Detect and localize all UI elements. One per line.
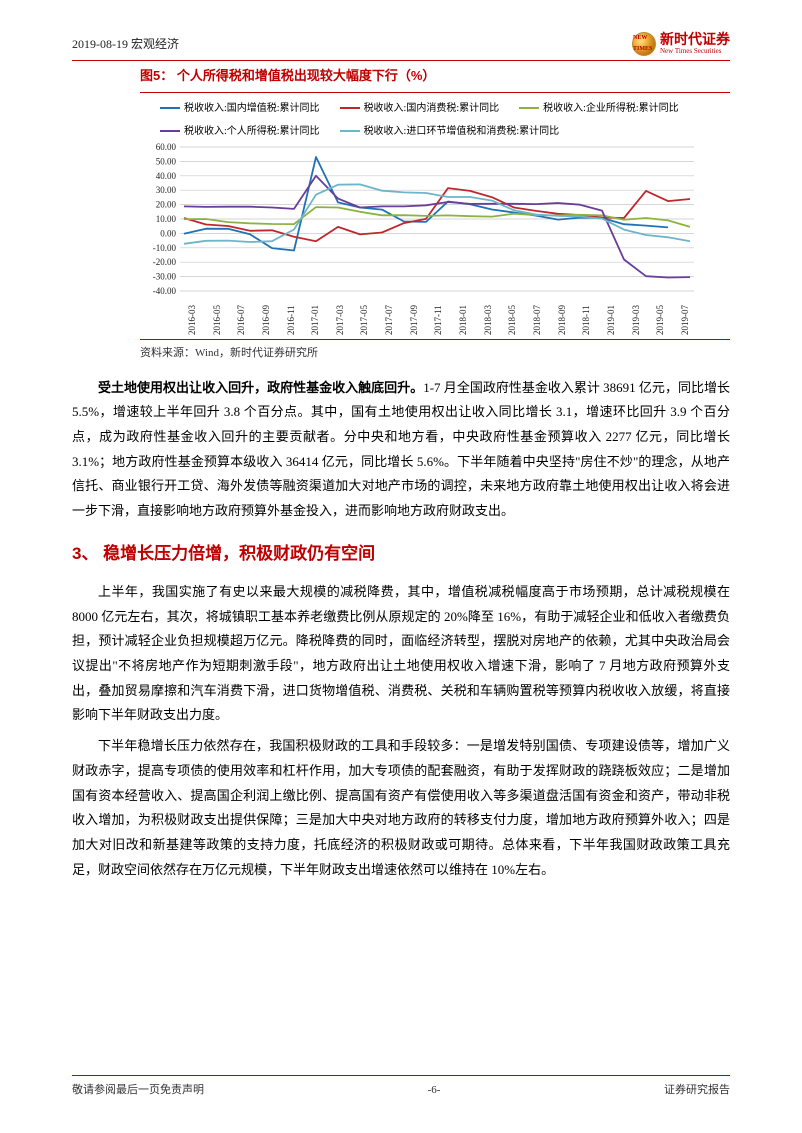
legend-swatch — [340, 130, 360, 133]
figure-source: 资料来源：Wind，新时代证券研究所 — [140, 343, 730, 364]
x-axis-tick-label: 2017-11 — [430, 305, 447, 335]
x-axis-tick-label: 2016-07 — [233, 305, 250, 335]
x-axis-tick-label: 2016-03 — [184, 305, 201, 335]
legend-item: 税收收入:个人所得税:累计同比 — [160, 122, 320, 141]
legend-item: 税收收入:进口环节增值税和消费税:累计同比 — [340, 122, 560, 141]
x-axis-labels: 2016-03 2016-05 2016-07 2016-09 2016-11 2017-… — [184, 305, 694, 335]
x-axis-tick-label: 2016-05 — [209, 305, 226, 335]
svg-text:10.00: 10.00 — [156, 214, 177, 224]
content: 图5： 个人所得税和增值税出现较大幅度下行（%） 税收收入:国内增值税:累计同比… — [72, 64, 730, 888]
svg-text:50.00: 50.00 — [156, 156, 177, 166]
figure-5: 图5： 个人所得税和增值税出现较大幅度下行（%） 税收收入:国内增值税:累计同比… — [140, 64, 730, 364]
x-axis-tick-label: 2019-01 — [603, 305, 620, 335]
legend-item: 税收收入:国内增值税:累计同比 — [160, 99, 320, 118]
x-axis-tick-label: 2018-11 — [578, 305, 595, 335]
svg-text:20.00: 20.00 — [156, 199, 177, 209]
svg-text:-30.00: -30.00 — [153, 271, 177, 281]
x-axis-tick-label: 2017-01 — [307, 305, 324, 335]
page-header: 2019-08-19 宏观经济 NEW TIMES 新时代证券 New Time… — [72, 32, 730, 61]
brand-text: 新时代证券 New Times Securities — [660, 32, 730, 55]
paragraph-2: 上半年，我国实施了有史以来最大规模的减税降费，其中，增值税减税幅度高于市场预期，… — [72, 580, 730, 728]
legend-label: 税收收入:进口环节增值税和消费税:累计同比 — [364, 122, 560, 141]
x-axis-tick-label: 2018-03 — [480, 305, 497, 335]
footer-right: 证券研究报告 — [664, 1080, 730, 1101]
legend-label: 税收收入:国内增值税:累计同比 — [184, 99, 320, 118]
x-axis-tick-label: 2018-09 — [554, 305, 571, 335]
x-axis-tick-label: 2017-05 — [356, 305, 373, 335]
page-date: 2019-08-19 宏观经济 — [72, 33, 179, 56]
legend-swatch — [519, 107, 539, 110]
legend-label: 税收收入:国内消费税:累计同比 — [364, 99, 500, 118]
svg-text:30.00: 30.00 — [156, 185, 177, 195]
svg-text:-40.00: -40.00 — [153, 286, 177, 296]
x-axis-tick-label: 2017-09 — [406, 305, 423, 335]
x-axis-tick-label: 2019-03 — [628, 305, 645, 335]
brand: NEW TIMES 新时代证券 New Times Securities — [632, 32, 730, 56]
legend-item: 税收收入:企业所得税:累计同比 — [519, 99, 679, 118]
legend-swatch — [160, 107, 180, 110]
x-axis-tick-label: 2016-11 — [283, 305, 300, 335]
figure-top-rule — [140, 92, 730, 93]
svg-text:-10.00: -10.00 — [153, 242, 177, 252]
x-axis-tick-label: 2018-05 — [504, 305, 521, 335]
brand-logo-icon: NEW TIMES — [632, 32, 656, 56]
legend-item: 税收收入:国内消费税:累计同比 — [340, 99, 500, 118]
p1-rest: 1-7 月全国政府性基金收入累计 38691 亿元，同比增长 5.5%，增速较上… — [72, 380, 730, 518]
footer-page-number: -6- — [428, 1080, 441, 1101]
legend-swatch — [160, 130, 180, 133]
section-3-title: 3、 稳增长压力倍增，积极财政仍有空间 — [72, 538, 730, 570]
figure-title: 图5： 个人所得税和增值税出现较大幅度下行（%） — [140, 64, 730, 92]
x-axis-tick-label: 2017-03 — [332, 305, 349, 335]
svg-text:-20.00: -20.00 — [153, 257, 177, 267]
footer-left: 敬请参阅最后一页免责声明 — [72, 1080, 204, 1101]
x-axis-tick-label: 2019-05 — [652, 305, 669, 335]
brand-en: New Times Securities — [660, 48, 730, 56]
page-footer: 敬请参阅最后一页免责声明 -6- 证券研究报告 — [72, 1075, 730, 1101]
x-axis-tick-label: 2016-09 — [258, 305, 275, 335]
x-axis-tick-label: 2017-07 — [381, 305, 398, 335]
svg-text:40.00: 40.00 — [156, 170, 177, 180]
paragraph-1: 受土地使用权出让收入回升，政府性基金收入触底回升。1-7 月全国政府性基金收入累… — [72, 376, 730, 524]
figure-bottom-rule — [140, 339, 730, 340]
chart: -40.00 -30.00 -20.00 -10.00 0.00 10.00 20.00 30… — [140, 143, 700, 333]
x-axis-tick-label: 2018-01 — [455, 305, 472, 335]
chart-legend: 税收收入:国内增值税:累计同比 税收收入:国内消费税:累计同比 税收收入:企业所得税… — [140, 95, 700, 143]
p1-lead: 受土地使用权出让收入回升，政府性基金收入触底回升。 — [98, 380, 423, 395]
x-axis-tick-label: 2019-07 — [677, 305, 694, 335]
legend-swatch — [340, 107, 360, 110]
legend-label: 税收收入:个人所得税:累计同比 — [184, 122, 320, 141]
legend-label: 税收收入:企业所得税:累计同比 — [543, 99, 679, 118]
paragraph-3: 下半年稳增长压力依然存在，我国积极财政的工具和手段较多：一是增发特别国债、专项建… — [72, 734, 730, 882]
svg-text:0.00: 0.00 — [160, 228, 176, 238]
x-axis-tick-label: 2018-07 — [529, 305, 546, 335]
brand-cn: 新时代证券 — [660, 32, 730, 47]
svg-text:60.00: 60.00 — [156, 143, 177, 152]
